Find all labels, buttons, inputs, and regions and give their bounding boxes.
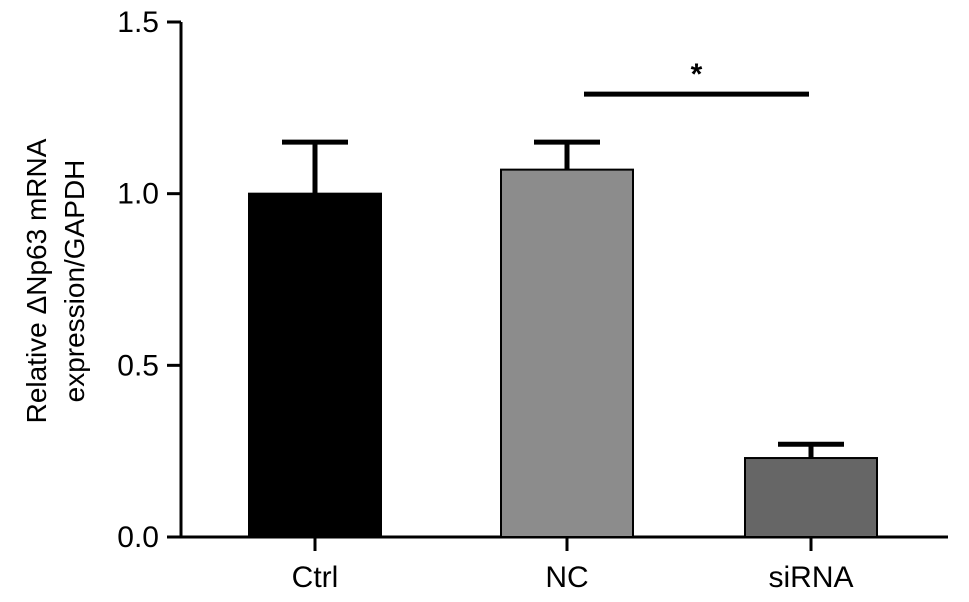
y-tick-label: 1.5 xyxy=(117,6,159,39)
y-tick-label: 0.0 xyxy=(117,521,159,554)
y-tick-label: 0.5 xyxy=(117,349,159,382)
bar-nc xyxy=(500,168,634,538)
bar-ctrl xyxy=(248,192,382,539)
y-axis-title-line: expression/GAPDH xyxy=(59,160,90,403)
bar-sirna xyxy=(744,457,878,538)
x-category-label: siRNA xyxy=(768,561,853,594)
significance-annotations: * xyxy=(584,58,809,97)
x-category-label: Ctrl xyxy=(292,561,339,594)
y-axis-title-line: Relative ΔNp63 mRNA xyxy=(21,138,52,423)
x-category-label: NC xyxy=(545,561,588,594)
error-bars xyxy=(282,139,844,459)
x-category-labels: Ctrl NC siRNA xyxy=(292,537,854,594)
y-tick-label: 1.0 xyxy=(117,178,159,211)
y-axis-title: Relative ΔNp63 mRNA expression/GAPDH xyxy=(21,138,90,423)
significance-star: * xyxy=(691,58,703,91)
y-ticks: 0.0 0.5 1.0 1.5 xyxy=(117,6,181,554)
bars xyxy=(248,168,878,539)
